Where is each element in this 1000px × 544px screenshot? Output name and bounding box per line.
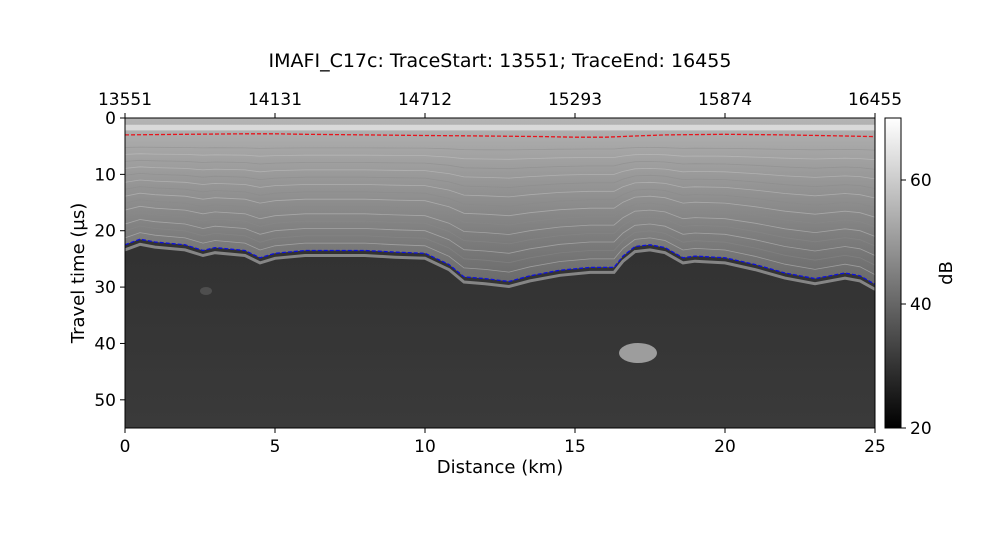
colorbar-label: dB <box>936 261 957 285</box>
top-tick-label: 15874 <box>698 90 752 110</box>
internal-layer-line <box>125 212 875 247</box>
x-tick-label: 15 <box>564 437 586 457</box>
internal-layer-line <box>125 153 875 161</box>
y-tick-label: 30 <box>94 278 116 298</box>
y-tick-label: 50 <box>94 391 116 411</box>
y-tick-label: 20 <box>94 222 116 242</box>
colorbar-axis: 20 40 60 <box>901 171 932 439</box>
x-tick-label: 0 <box>120 437 131 457</box>
internal-layer-line <box>125 159 875 170</box>
plot-frame <box>124 117 876 429</box>
reflection-artifact-small <box>200 287 212 295</box>
internal-layer-line <box>125 219 875 256</box>
colorbar-tick-label: 20 <box>910 419 932 439</box>
top-axis: 13551 14131 14712 15293 15874 16455 <box>98 90 902 118</box>
colorbar <box>884 117 902 429</box>
internal-layer-line <box>125 232 875 276</box>
x-tick-label: 10 <box>414 437 436 457</box>
internal-layer-line <box>125 179 875 199</box>
bed-horizon-line <box>125 238 875 285</box>
basal-echo-band <box>125 242 875 291</box>
internal-layer-line <box>125 172 875 189</box>
y-axis: 0 10 20 30 40 50 <box>94 109 125 411</box>
picked-horizons <box>125 133 875 285</box>
y-axis-label: Travel time (µs) <box>68 203 89 345</box>
x-tick-label: 20 <box>714 437 736 457</box>
colorbar-tick-label: 40 <box>910 295 932 315</box>
reflection-artifact <box>619 343 657 363</box>
x-tick-label: 25 <box>864 437 886 457</box>
y-tick-label: 10 <box>94 165 116 185</box>
internal-layer-lines <box>125 124 875 291</box>
internal-layer-line <box>125 199 875 228</box>
top-tick-label: 15293 <box>548 90 602 110</box>
internal-layer-line <box>125 166 875 180</box>
top-tick-label: 14712 <box>398 90 452 110</box>
internal-layer-line <box>125 225 875 266</box>
internal-layer-line <box>125 205 875 237</box>
colorbar-tick-label: 60 <box>910 171 932 191</box>
x-tick-label: 5 <box>270 437 281 457</box>
y-tick-label: 40 <box>94 334 116 354</box>
internal-layer-line <box>125 186 875 208</box>
top-tick-label: 13551 <box>98 90 152 110</box>
surface-horizon-line <box>125 133 875 138</box>
x-axis: 0 5 10 15 20 25 <box>120 428 886 457</box>
radargram-image <box>125 118 875 428</box>
internal-layer-line <box>125 192 875 218</box>
top-tick-label: 14131 <box>248 90 302 110</box>
chart-title: IMAFI_C17c: TraceStart: 13551; TraceEnd:… <box>269 50 732 72</box>
surface-band <box>125 124 875 131</box>
x-axis-label: Distance (km) <box>437 457 563 478</box>
y-tick-label: 0 <box>105 109 116 129</box>
top-tick-label: 16455 <box>848 90 902 110</box>
internal-layer-line <box>125 146 875 151</box>
